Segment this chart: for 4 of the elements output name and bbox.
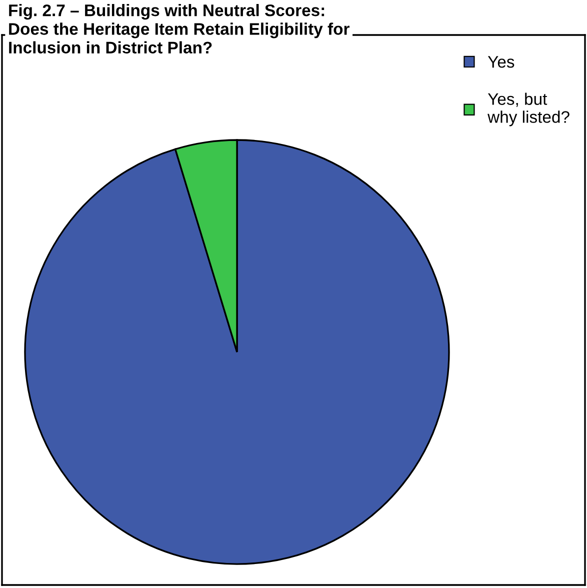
legend-label: Yes, but why listed? xyxy=(488,92,570,126)
legend-label: Yes xyxy=(488,56,514,68)
pie-slice xyxy=(24,139,450,565)
chart-title: Fig. 2.7 – Buildings with Neutral Scores: Does the Heritage Item Retain Eligibility for Inclusion in District Plan? xyxy=(9,4,350,54)
